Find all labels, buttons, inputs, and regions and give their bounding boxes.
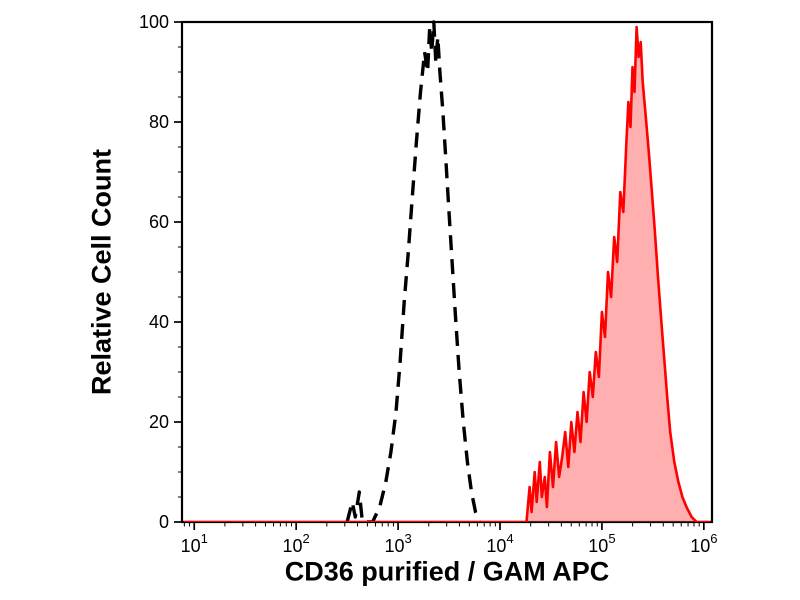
negative-control-dashed-curve	[345, 20, 482, 522]
y-tick-label: 40	[149, 312, 169, 332]
x-tick-label: 104	[486, 531, 513, 556]
cd36-apc-stained-red-fill	[184, 27, 710, 522]
x-axis-title: CD36 purified / GAM APC	[284, 556, 610, 587]
y-tick-label: 60	[149, 212, 169, 232]
y-tick-label: 20	[149, 412, 169, 432]
x-tick-label: 102	[283, 531, 310, 556]
x-tick-label: 106	[690, 531, 717, 556]
y-tick-label: 100	[139, 12, 169, 32]
y-tick-label: 0	[159, 512, 169, 532]
x-tick-label: 105	[588, 531, 615, 556]
x-tick-label: 103	[384, 531, 411, 556]
y-tick-label: 80	[149, 112, 169, 132]
cd36-apc-stained-red-curve	[184, 25, 710, 522]
plot-area	[182, 22, 712, 522]
x-tick-label: 101	[181, 531, 208, 556]
y-axis-title: Relative Cell Count	[86, 148, 117, 396]
